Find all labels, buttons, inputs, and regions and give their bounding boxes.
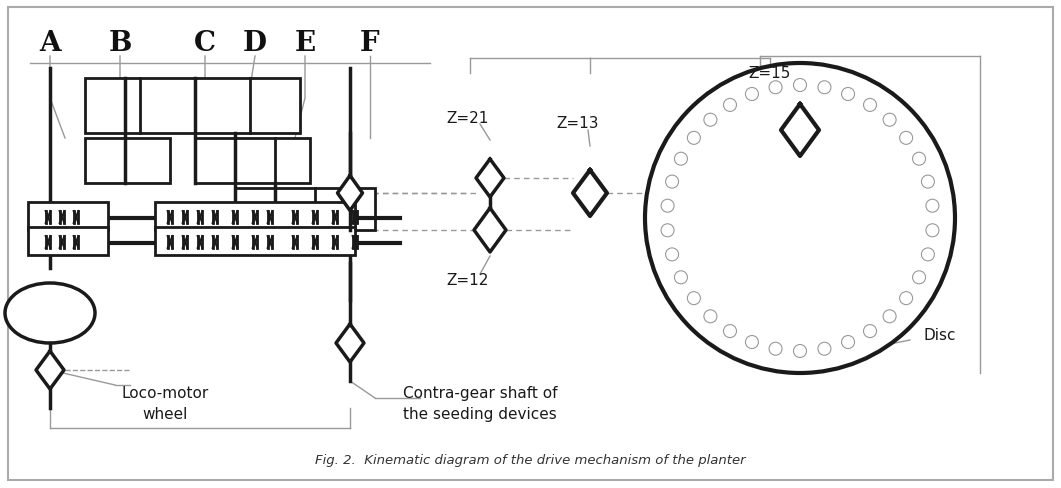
Text: Loco-motor
wheel: Loco-motor wheel bbox=[121, 385, 209, 421]
Circle shape bbox=[661, 200, 674, 213]
Circle shape bbox=[688, 132, 700, 145]
Text: F: F bbox=[360, 30, 380, 58]
Circle shape bbox=[912, 153, 925, 166]
Polygon shape bbox=[36, 351, 64, 389]
Circle shape bbox=[818, 343, 831, 355]
Text: A: A bbox=[39, 30, 60, 58]
Circle shape bbox=[864, 325, 876, 338]
Circle shape bbox=[746, 336, 759, 349]
Circle shape bbox=[665, 248, 679, 262]
Circle shape bbox=[818, 81, 831, 95]
Bar bbox=[195, 139, 310, 183]
Circle shape bbox=[724, 99, 736, 112]
Bar bbox=[85, 79, 300, 134]
Polygon shape bbox=[476, 160, 504, 198]
Circle shape bbox=[675, 153, 688, 166]
Circle shape bbox=[900, 292, 912, 305]
Circle shape bbox=[841, 88, 854, 102]
Text: Disc: Disc bbox=[924, 328, 956, 343]
Text: D: D bbox=[243, 30, 267, 58]
Circle shape bbox=[921, 176, 935, 189]
Circle shape bbox=[645, 64, 955, 373]
Bar bbox=[85, 139, 170, 183]
Circle shape bbox=[912, 271, 925, 284]
Circle shape bbox=[926, 224, 939, 237]
Circle shape bbox=[794, 345, 806, 358]
Polygon shape bbox=[336, 325, 364, 362]
Bar bbox=[155, 227, 355, 256]
Circle shape bbox=[769, 81, 782, 95]
Circle shape bbox=[688, 292, 700, 305]
Circle shape bbox=[883, 310, 897, 323]
Circle shape bbox=[665, 176, 679, 189]
Bar bbox=[234, 189, 375, 230]
Text: Z=13: Z=13 bbox=[557, 116, 599, 131]
Circle shape bbox=[841, 336, 854, 349]
Polygon shape bbox=[474, 208, 506, 252]
Text: Fig. 2.  Kinematic diagram of the drive mechanism of the planter: Fig. 2. Kinematic diagram of the drive m… bbox=[315, 453, 745, 467]
Text: E: E bbox=[295, 30, 315, 58]
Circle shape bbox=[921, 248, 935, 262]
Bar bbox=[155, 203, 355, 230]
Circle shape bbox=[926, 200, 939, 213]
Circle shape bbox=[675, 271, 688, 284]
Polygon shape bbox=[573, 171, 607, 217]
Text: Z=12: Z=12 bbox=[447, 273, 489, 288]
Circle shape bbox=[794, 80, 806, 92]
Circle shape bbox=[661, 224, 674, 237]
Polygon shape bbox=[337, 176, 363, 211]
Text: B: B bbox=[108, 30, 132, 58]
Circle shape bbox=[724, 325, 736, 338]
Bar bbox=[28, 203, 108, 230]
Circle shape bbox=[900, 132, 912, 145]
Text: Contra-gear shaft of
the seeding devices: Contra-gear shaft of the seeding devices bbox=[403, 385, 557, 421]
Circle shape bbox=[703, 310, 717, 323]
Text: Z=21: Z=21 bbox=[447, 111, 489, 126]
Bar bbox=[28, 227, 108, 256]
Circle shape bbox=[703, 114, 717, 127]
Circle shape bbox=[883, 114, 897, 127]
Text: C: C bbox=[194, 30, 216, 58]
Ellipse shape bbox=[5, 284, 95, 343]
Circle shape bbox=[769, 343, 782, 355]
Text: Z=15: Z=15 bbox=[749, 66, 792, 81]
Polygon shape bbox=[781, 105, 819, 157]
Circle shape bbox=[864, 99, 876, 112]
Circle shape bbox=[746, 88, 759, 102]
